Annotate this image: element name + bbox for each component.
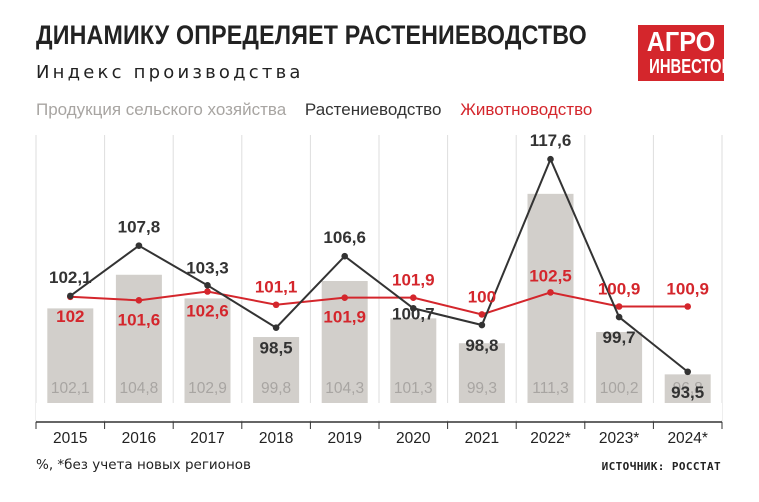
bar (115, 274, 162, 403)
crop-point (547, 155, 554, 163)
crop-point (478, 321, 486, 329)
crop-value-label: 102,1 (49, 268, 92, 287)
livestock-value-label: 100,9 (666, 280, 709, 299)
livestock-point (410, 294, 417, 301)
crop-point (410, 304, 417, 312)
livestock-value-label: 102,6 (186, 302, 229, 321)
crop-point (341, 252, 349, 260)
livestock-point (135, 297, 143, 304)
livestock-value-label: 100 (468, 287, 496, 306)
bar (321, 280, 368, 403)
bar-value-label: 104,8 (120, 380, 159, 397)
crop-point (615, 313, 623, 321)
crop-point (135, 242, 143, 249)
bar-value-label: 100,2 (600, 380, 639, 397)
livestock-point (478, 311, 486, 318)
bar (184, 298, 231, 403)
crop-point (684, 368, 691, 376)
bar (390, 318, 437, 403)
bar-value-label: 99,8 (261, 380, 291, 397)
bar-value-label: 111,3 (532, 380, 569, 397)
x-tick-label: 2024* (667, 430, 708, 447)
crop-point (67, 292, 74, 300)
crop-value-label: 98,5 (260, 339, 293, 358)
x-tick-label: 2023* (599, 430, 640, 447)
bar-value-label: 101,3 (394, 380, 433, 397)
crop-line (69, 156, 689, 373)
legend-item-crop: Растениеводство (304, 100, 442, 119)
crop-point (204, 282, 211, 289)
x-tick-label: 2015 (53, 430, 87, 447)
bar (458, 343, 505, 403)
bar (596, 332, 643, 403)
crop-value-label: 98,8 (465, 336, 498, 355)
livestock-value-label: 100,9 (598, 280, 641, 299)
crop-value-label: 93,5 (671, 383, 704, 402)
livestock-point (272, 301, 280, 309)
livestock-value-label: 101,6 (118, 310, 161, 329)
bar-base-strip (36, 403, 722, 420)
footnote: %, *без учета новых регионов (36, 457, 251, 473)
livestock-point (341, 294, 349, 301)
livestock-line (70, 290, 688, 316)
livestock-point (684, 303, 691, 310)
crop-value-label: 117,6 (530, 131, 572, 150)
livestock-value-label: 101,1 (255, 278, 298, 297)
source-note: ИСТОЧНИК: РОССТАТ (601, 460, 721, 473)
x-tick-label: 2017 (190, 430, 224, 447)
bar (253, 337, 300, 403)
x-tick-label: 2022* (530, 430, 571, 447)
crop-value-label: 100,7 (392, 304, 435, 323)
page-title: ДИНАМИКУ ОПРЕДЕЛЯЕТ РАСТЕНИЕВОДСТВО (36, 20, 587, 50)
logo-line-1: АГРО (646, 26, 716, 57)
x-tick-label: 2016 (122, 430, 156, 447)
bar-value-label: 102,9 (188, 380, 227, 397)
livestock-value-label: 102,5 (529, 266, 572, 285)
chart-subtitle: Индекс производства (36, 62, 304, 83)
brand-logo: АГРО ИНВЕСТОР (638, 25, 732, 81)
livestock-point (615, 303, 623, 310)
livestock-point (204, 288, 211, 295)
livestock-value-label: 101,9 (392, 271, 435, 290)
livestock-point (547, 289, 554, 296)
crop-value-label: 106,6 (323, 228, 366, 247)
bar-value-label: 104,3 (325, 380, 364, 397)
legend-item-livestock: Животноводство (460, 100, 593, 119)
x-tick-label: 2018 (259, 430, 293, 447)
legend-item-total: Продукция сельского хозяйства (36, 100, 287, 119)
logo-line-2: ИНВЕСТОР (649, 56, 732, 78)
bar (47, 308, 94, 403)
livestock-value-label: 102 (56, 307, 84, 326)
bar-value-label: 96,8 (673, 380, 703, 397)
chart-legend: Продукция сельского хозяйства Растениево… (36, 100, 606, 120)
bar (664, 374, 711, 403)
bar-value-label: 102,1 (51, 380, 90, 397)
x-tick-label: 2021 (465, 430, 499, 447)
x-tick-label: 2019 (327, 430, 361, 447)
bar-value-label: 99,3 (467, 380, 497, 397)
crop-value-label: 99,7 (603, 328, 636, 347)
bar (527, 193, 574, 403)
crop-point (272, 324, 280, 331)
crop-value-label: 103,3 (186, 258, 229, 277)
livestock-value-label: 101,9 (323, 308, 366, 327)
crop-value-label: 107,8 (118, 218, 161, 237)
x-tick-label: 2020 (396, 430, 431, 447)
